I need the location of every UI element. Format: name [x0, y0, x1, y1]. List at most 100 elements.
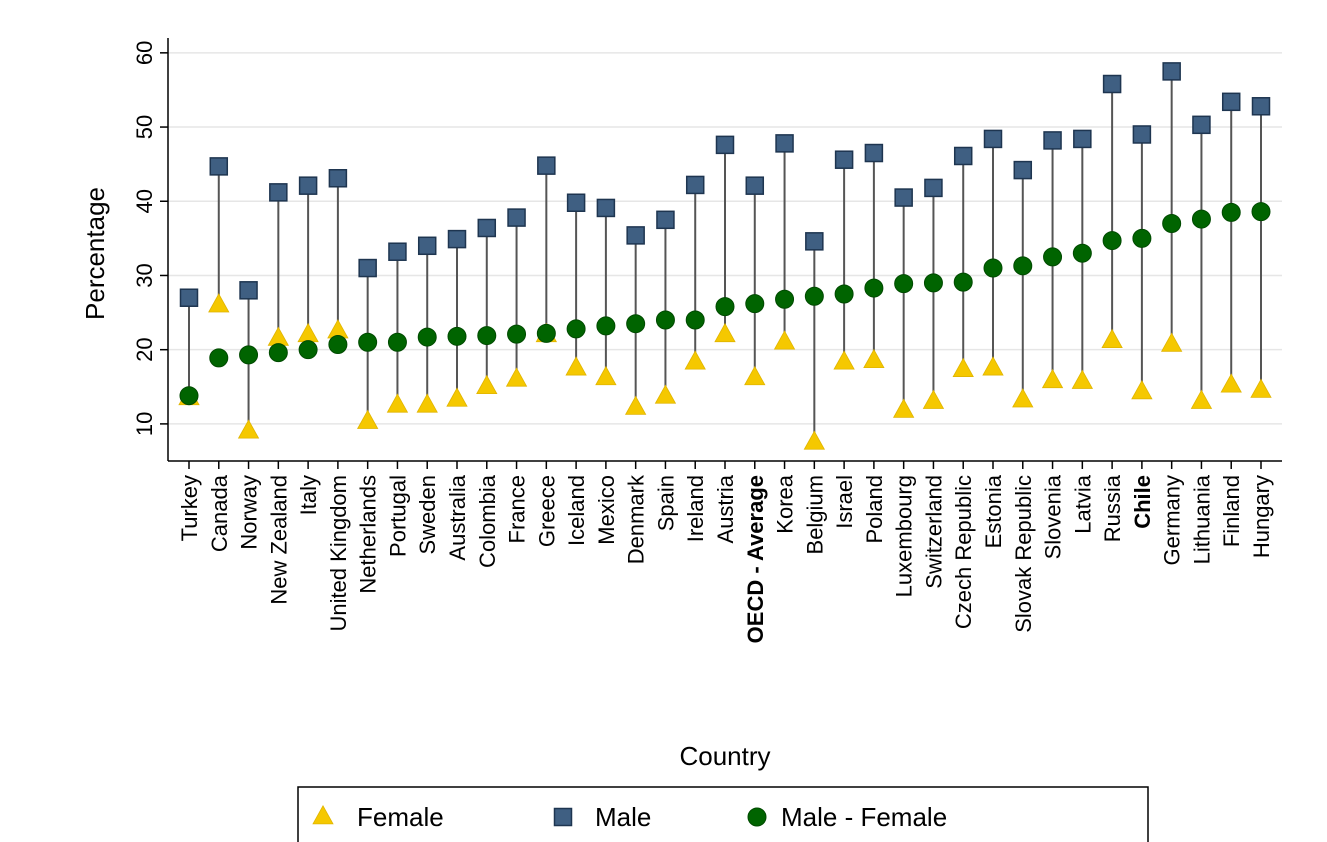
male-female-point: [864, 278, 884, 298]
male-female-point: [626, 314, 646, 334]
legend-female-marker: [312, 805, 334, 825]
male-female-point: [239, 345, 259, 365]
male-point: [715, 135, 735, 155]
x-tick-label: Norway: [237, 475, 262, 550]
x-tick-label: Estonia: [981, 474, 1006, 548]
male-point: [388, 242, 407, 261]
male-point: [685, 175, 705, 195]
female-point: [714, 322, 736, 343]
female-point: [982, 356, 1004, 376]
x-axis-title: Country: [679, 741, 770, 771]
female-point: [208, 293, 230, 313]
female-point: [1160, 332, 1183, 352]
male-female-point: [923, 273, 943, 293]
male-female-point: [358, 332, 378, 352]
x-tick-label: Israel: [832, 475, 857, 529]
y-tick-label: 50: [132, 115, 157, 139]
female-point: [892, 398, 915, 418]
male-female-point: [685, 310, 705, 330]
male-female-point: [1132, 228, 1152, 248]
x-tick-label: Mexico: [594, 475, 619, 545]
male-female-point: [596, 316, 616, 336]
male-female-point: [179, 386, 199, 406]
male-female-point: [983, 258, 1003, 278]
male-female-point: [655, 310, 675, 330]
female-point: [565, 356, 587, 376]
male-female-point: [894, 274, 914, 294]
male-point: [537, 156, 556, 175]
x-tick-label: Switzerland: [921, 475, 946, 589]
male-female-point: [1191, 209, 1211, 229]
male-point: [894, 188, 913, 207]
x-tick-label: Finland: [1219, 475, 1244, 547]
x-tick-label: Denmark: [624, 474, 649, 564]
legend-male-marker: [553, 807, 573, 827]
legend-male-female-marker: [747, 807, 767, 827]
female-point: [624, 395, 647, 415]
x-tick-labels: Turkey Canada Norway New Zealand Italy United…: [177, 474, 1274, 643]
male-point: [1192, 115, 1211, 135]
male-point: [566, 193, 586, 212]
x-tick-label: Chile: [1130, 475, 1155, 529]
female-point: [684, 350, 706, 370]
y-axis-title: Percentage: [80, 187, 110, 320]
x-tick-label: Sweden: [415, 475, 440, 555]
male-female-point: [387, 332, 407, 352]
x-tick-label: Czech Republic: [951, 475, 976, 629]
female-point: [773, 330, 796, 350]
female-point: [744, 365, 766, 386]
x-tick-label: Germany: [1160, 475, 1185, 565]
x-tick-label: Slovenia: [1041, 474, 1066, 559]
x-tick-label: Slovak Republic: [1011, 475, 1036, 633]
male-point: [209, 157, 229, 176]
male-point: [1043, 131, 1062, 150]
female-point: [416, 393, 438, 413]
male-female-point: [209, 348, 229, 368]
male-point: [239, 281, 258, 300]
male-point: [1162, 62, 1181, 81]
female-point: [1101, 328, 1123, 349]
legend-female-label: Female: [357, 802, 444, 832]
x-tick-label: France: [505, 475, 530, 543]
axes: [160, 38, 1282, 469]
x-tick-label: Hungary: [1249, 475, 1274, 558]
male-female-point: [417, 327, 437, 347]
male-female-point: [566, 319, 586, 339]
x-tick-label: Australia: [445, 474, 470, 560]
x-tick-label: Poland: [862, 475, 887, 544]
x-tick-label: Russia: [1100, 474, 1125, 542]
male-female-point: [1221, 202, 1241, 222]
x-tick-label: Austria: [713, 474, 738, 543]
male-point: [1102, 74, 1122, 94]
male-female-point: [804, 286, 824, 306]
male-point: [596, 198, 616, 218]
male-point: [1221, 92, 1241, 112]
x-tick-label: Canada: [207, 474, 232, 552]
male-point: [417, 236, 437, 256]
male-point: [745, 176, 765, 195]
male-point: [953, 146, 973, 166]
female-point: [1012, 388, 1034, 408]
male-female-point: [1072, 243, 1092, 263]
y-tick-label: 20: [132, 337, 157, 361]
male-point: [298, 176, 318, 195]
male-female-point: [715, 297, 735, 317]
female-point: [952, 357, 974, 377]
x-tick-label: Italy: [296, 475, 321, 515]
male-female-point: [953, 272, 973, 292]
female-point: [1220, 373, 1242, 393]
male-female-point: [477, 326, 497, 346]
male-point: [269, 183, 288, 202]
male-female-point: [1013, 256, 1033, 276]
male-female-point: [1162, 214, 1182, 234]
x-tick-label: Belgium: [802, 475, 827, 554]
x-tick-label: Spain: [653, 475, 678, 531]
data-markers: [178, 62, 1272, 450]
y-tick-label: 40: [132, 189, 157, 213]
female-point: [1071, 369, 1094, 389]
y-tick-label: 30: [132, 263, 157, 287]
x-tick-label: Portugal: [385, 475, 410, 557]
female-point: [1190, 389, 1213, 409]
female-point: [654, 384, 677, 404]
